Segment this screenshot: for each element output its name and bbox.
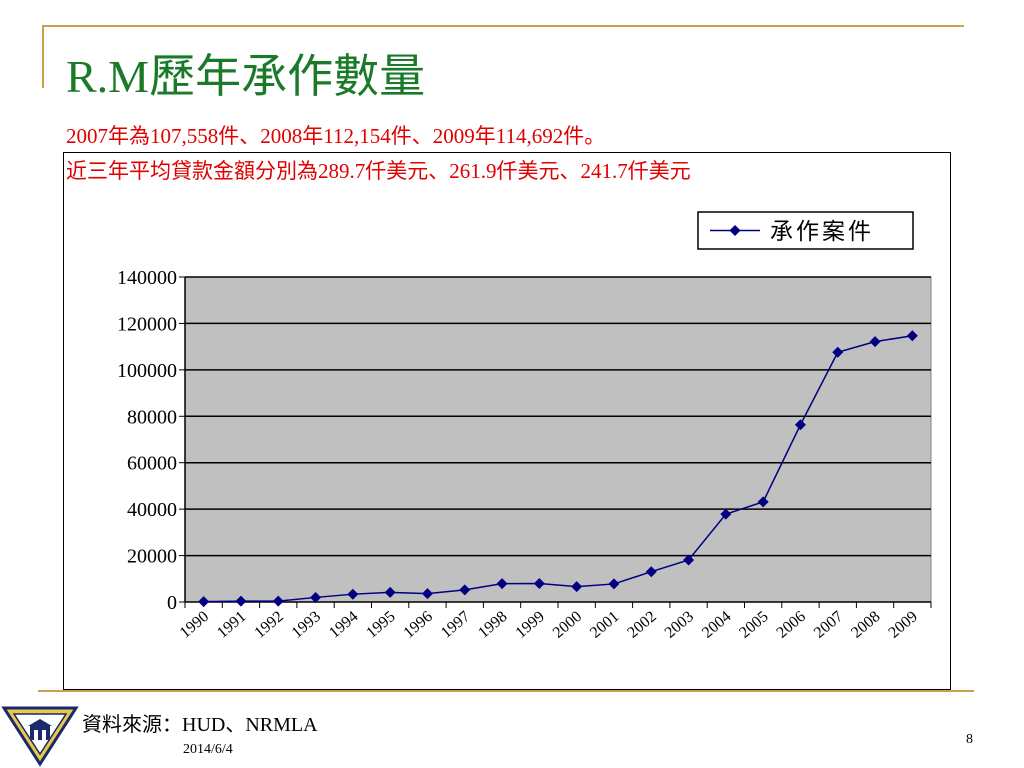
plot-area [184, 276, 932, 603]
data-point [645, 566, 657, 578]
y-tick-label: 140000 [117, 267, 177, 289]
data-point [384, 586, 396, 598]
x-tick-label: 2002 [624, 608, 659, 642]
x-tick-label: 1992 [251, 608, 286, 642]
data-point [720, 508, 732, 520]
y-tick-label: 80000 [127, 406, 177, 428]
y-tick-label: 40000 [127, 499, 177, 521]
x-tick-label: 2005 [736, 608, 771, 642]
x-tick-label: 2009 [885, 608, 920, 642]
x-tick-label: 1997 [438, 608, 473, 642]
page-number: 8 [966, 732, 973, 747]
data-point [533, 577, 545, 589]
x-tick-label: 2001 [587, 608, 622, 642]
subtitle-line-2: 近三年平均貸款金額分別為289.7仟美元、261.9仟美元、241.7仟美元 [66, 159, 691, 183]
x-tick-label: 2004 [699, 608, 734, 642]
x-tick-label: 1994 [326, 608, 361, 642]
legend-label: 承作案件 [770, 219, 874, 245]
x-tick-label: 1998 [475, 608, 510, 642]
x-tick-label: 2006 [774, 608, 809, 642]
slide-title: R.M歷年承作數量 [66, 51, 426, 102]
data-point [198, 596, 210, 608]
data-point [459, 584, 471, 596]
data-point [272, 595, 284, 607]
accent-top-line [42, 25, 964, 27]
line-chart: 0 20000 40000 60000 80000 100000 120000 140000 1… [117, 211, 932, 642]
data-point [794, 419, 806, 431]
series-line [203, 335, 913, 603]
x-tick-label: 2003 [662, 608, 697, 642]
y-tick-label: 120000 [117, 313, 177, 335]
x-tick-label: 2000 [550, 608, 585, 642]
university-logo-icon [1, 706, 79, 767]
y-tick-label: 100000 [117, 360, 177, 382]
x-tick-label: 2008 [848, 608, 883, 642]
data-point [347, 588, 359, 600]
accent-vertical-line [42, 26, 44, 88]
slide-date: 2014/6/4 [183, 742, 233, 757]
y-tick-label: 20000 [127, 546, 177, 568]
data-point [869, 336, 881, 348]
data-point [832, 346, 844, 358]
y-tick-label: 60000 [127, 453, 177, 475]
data-point [496, 578, 508, 590]
x-tick-label: 1993 [289, 608, 324, 642]
data-point [310, 591, 322, 603]
data-point [235, 595, 247, 607]
x-tick-label: 1995 [363, 608, 398, 642]
legend-box [697, 211, 914, 250]
legend-marker [729, 225, 741, 236]
data-point [421, 588, 433, 600]
accent-bottom-line [38, 690, 974, 692]
x-tick-label: 1991 [214, 608, 249, 642]
x-tick-label: 1996 [401, 608, 436, 642]
x-tick-label: 2007 [811, 608, 846, 642]
y-tick-label: 0 [167, 592, 177, 614]
data-point [757, 496, 769, 508]
x-tick-label: 1999 [512, 608, 547, 642]
subtitle-line-1: 2007年為107,558件、2008年112,154件、2009年114,69… [66, 124, 606, 148]
source-note: 資料來源：HUD、NRMLA [82, 714, 318, 736]
data-point [683, 554, 695, 566]
data-point [571, 581, 583, 593]
data-point [608, 578, 620, 590]
data-point [906, 330, 918, 342]
x-tick-label: 1990 [177, 608, 212, 642]
